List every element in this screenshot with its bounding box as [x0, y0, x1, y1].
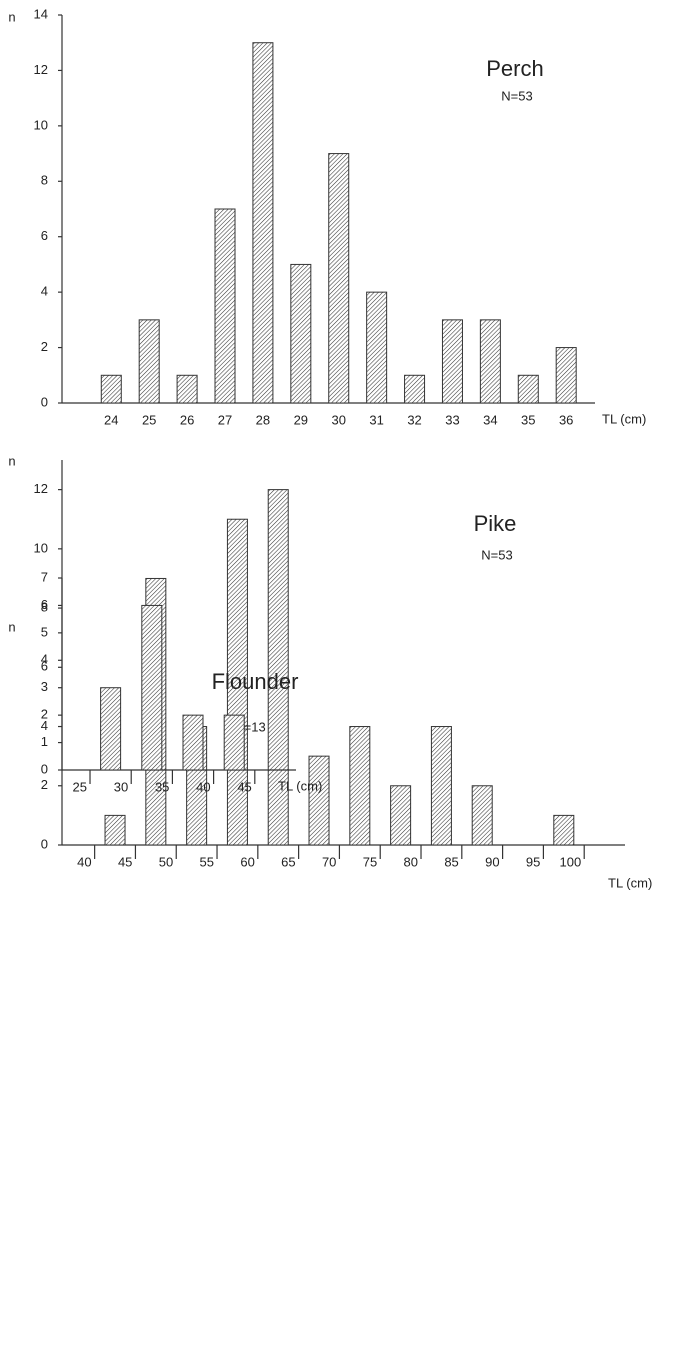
- x-tick-label: 30: [114, 779, 128, 794]
- x-tick-label: 100: [559, 854, 581, 869]
- bar: [182, 714, 204, 771]
- y-tick-label: 2: [41, 707, 48, 722]
- bar: [366, 291, 388, 404]
- y-axis-label: n: [8, 9, 15, 24]
- y-tick-label: 6: [41, 228, 48, 243]
- y-tick-label: 7: [41, 569, 48, 584]
- bar: [349, 726, 371, 846]
- y-tick-label: 4: [41, 718, 48, 733]
- y-tick-label: 12: [34, 481, 48, 496]
- x-tick-label: 75: [363, 854, 377, 869]
- y-axis-label: n: [8, 619, 15, 634]
- y-tick-label: 8: [41, 600, 48, 615]
- x-tick-label: 30: [332, 412, 346, 427]
- y-tick-label: 3: [41, 679, 48, 694]
- x-tick-label: 90: [485, 854, 499, 869]
- x-tick-label: 31: [369, 412, 383, 427]
- y-tick-label: 8: [41, 173, 48, 188]
- bar: [479, 319, 501, 404]
- x-tick-label: 85: [444, 854, 458, 869]
- y-axis-label: n: [8, 453, 15, 468]
- y-tick-label: 0: [41, 761, 48, 776]
- x-tick-label: 27: [218, 412, 232, 427]
- chart-subtitle: N=53: [501, 88, 532, 103]
- x-tick-label: 60: [240, 854, 254, 869]
- y-tick-label: 6: [41, 597, 48, 612]
- y-tick-label: 10: [34, 540, 48, 555]
- bar: [390, 785, 412, 846]
- bar: [214, 208, 236, 404]
- bar: [430, 726, 452, 846]
- x-tick-label: 45: [118, 854, 132, 869]
- y-tick-label: 2: [41, 777, 48, 792]
- y-tick-label: 4: [41, 284, 48, 299]
- bar: [252, 42, 274, 404]
- chart-title: Pike: [474, 511, 517, 536]
- x-tick-label: 36: [559, 412, 573, 427]
- bar: [308, 755, 330, 846]
- x-tick-label: 32: [407, 412, 421, 427]
- x-tick-label: 33: [445, 412, 459, 427]
- x-tick-label: 24: [104, 412, 118, 427]
- chart-title: Perch: [486, 56, 543, 81]
- bar: [141, 604, 163, 771]
- bar: [267, 489, 289, 846]
- x-tick-label: 55: [200, 854, 214, 869]
- x-tick-label: 28: [256, 412, 270, 427]
- x-tick-label: 80: [404, 854, 418, 869]
- bar: [290, 263, 312, 404]
- x-axis-label: TL (cm): [608, 875, 652, 890]
- x-tick-label: 40: [77, 854, 91, 869]
- x-tick-label: 35: [155, 779, 169, 794]
- y-tick-label: 0: [41, 394, 48, 409]
- bar: [553, 814, 575, 846]
- bar: [555, 347, 577, 404]
- bar: [100, 374, 122, 404]
- x-tick-label: 40: [196, 779, 210, 794]
- x-axis-label: TL (cm): [278, 778, 322, 793]
- x-tick-label: 25: [142, 412, 156, 427]
- y-tick-label: 2: [41, 339, 48, 354]
- bar: [441, 319, 463, 404]
- x-tick-label: 95: [526, 854, 540, 869]
- bar: [517, 374, 539, 404]
- x-tick-label: 34: [483, 412, 497, 427]
- y-tick-label: 14: [34, 6, 48, 21]
- y-tick-label: 4: [41, 652, 48, 667]
- bar: [138, 319, 160, 404]
- y-tick-label: 6: [41, 659, 48, 674]
- bar: [100, 687, 122, 771]
- x-tick-label: 50: [159, 854, 173, 869]
- y-tick-label: 1: [41, 734, 48, 749]
- y-tick-label: 0: [41, 836, 48, 851]
- bar: [176, 374, 198, 404]
- chart-title: Flounder: [212, 669, 299, 694]
- bar: [328, 153, 350, 404]
- y-tick-label: 10: [34, 117, 48, 132]
- x-tick-label: 45: [237, 779, 251, 794]
- x-tick-label: 26: [180, 412, 194, 427]
- chart-subtitle: N=53: [481, 547, 512, 562]
- y-tick-label: 12: [34, 62, 48, 77]
- x-tick-label: 70: [322, 854, 336, 869]
- x-tick-label: 29: [294, 412, 308, 427]
- x-tick-label: 25: [73, 779, 87, 794]
- x-tick-label: 35: [521, 412, 535, 427]
- bar: [104, 814, 126, 846]
- bar: [471, 785, 493, 846]
- x-axis-label: TL (cm): [602, 411, 646, 426]
- bar: [223, 714, 245, 771]
- bar: [404, 374, 426, 404]
- y-tick-label: 5: [41, 624, 48, 639]
- x-tick-label: 65: [281, 854, 295, 869]
